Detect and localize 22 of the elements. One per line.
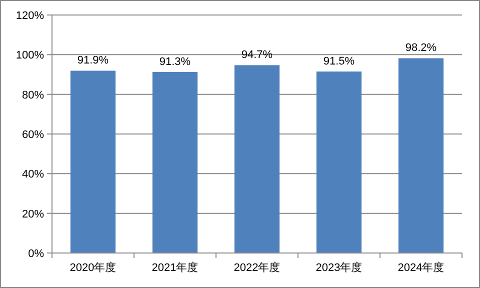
data-label: 91.9%	[77, 54, 109, 67]
y-tick-label: 0%	[28, 248, 44, 260]
x-tick-label: 2022年度	[234, 261, 280, 274]
data-label: 91.5%	[323, 56, 355, 68]
x-tick-label: 2020年度	[70, 261, 116, 274]
bar	[152, 72, 198, 253]
data-label: 94.7%	[241, 49, 273, 62]
bar	[70, 70, 116, 253]
y-tick-label: 100%	[16, 50, 44, 62]
y-tick-label: 40%	[22, 168, 44, 181]
bar	[234, 65, 280, 253]
bar	[316, 72, 362, 253]
x-tick-label: 2024年度	[398, 261, 444, 274]
y-tick-label: 80%	[22, 89, 44, 102]
x-tick-label: 2023年度	[316, 261, 362, 274]
data-label: 98.2%	[405, 42, 437, 54]
data-label: 91.3%	[159, 56, 191, 68]
x-tick-label: 2021年度	[152, 261, 198, 274]
y-tick-label: 120%	[16, 10, 44, 22]
y-tick-label: 60%	[22, 129, 44, 141]
y-tick-label: 20%	[22, 208, 44, 220]
bar	[398, 58, 444, 253]
